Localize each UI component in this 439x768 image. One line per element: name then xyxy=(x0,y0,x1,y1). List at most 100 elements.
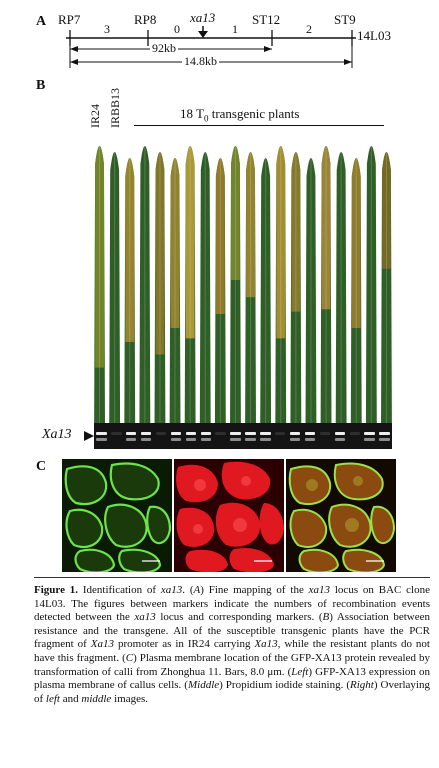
gel-band xyxy=(111,432,122,435)
panel-b-letter: B xyxy=(36,78,46,93)
recomb-count-1: 3 xyxy=(104,22,110,36)
marker-xa13: xa13 xyxy=(190,10,216,25)
marker-rp7: RP7 xyxy=(58,12,81,27)
recomb-count-2: 0 xyxy=(174,22,180,36)
gel-band xyxy=(230,432,241,435)
marker-rp8: RP8 xyxy=(134,12,157,27)
caption-text: images. xyxy=(111,692,148,705)
gel-band xyxy=(289,432,301,435)
pcr-gel xyxy=(94,423,392,449)
gel-band xyxy=(96,432,107,435)
caption-gene: xa13 xyxy=(160,584,183,596)
caption-gene: xa13 xyxy=(134,611,156,624)
gel-label-xa13: Xa13 xyxy=(42,427,72,443)
recomb-count-4: 2 xyxy=(306,22,312,36)
leaf-blade xyxy=(199,150,211,426)
gel-band-lower xyxy=(304,438,316,441)
gel-band xyxy=(245,432,256,435)
gel-band-lower xyxy=(140,438,152,441)
micrograph-overlay-right xyxy=(286,459,396,572)
gel-band xyxy=(215,432,226,435)
caption-panel-ref: C xyxy=(125,651,134,664)
leaf-blade xyxy=(94,144,105,426)
caption-panel-ref: left xyxy=(45,692,60,705)
transgenic-label-post: transgenic plants xyxy=(208,106,300,121)
distance-92kb: 92kb xyxy=(150,41,178,56)
gel-label-text: Xa13 xyxy=(42,427,72,442)
gel-band-lower xyxy=(379,438,390,441)
leaf-blade xyxy=(230,144,241,426)
leaf-blade xyxy=(290,150,302,426)
gel-band-lower xyxy=(96,438,107,441)
caption-panel-ref: A xyxy=(193,584,201,596)
leaf-blade xyxy=(184,144,196,426)
caption-text: ) Overlaying of xyxy=(34,679,430,705)
leaf-blade xyxy=(139,144,151,426)
caption-figure-label: Figure 1. xyxy=(34,584,79,596)
caption-panel-ref: B xyxy=(322,611,330,624)
fine-map-diagram xyxy=(66,26,356,68)
leaf-blade xyxy=(109,150,121,426)
gel-band xyxy=(304,432,316,435)
transgenic-group-label: 18 T0 transgenic plants xyxy=(180,106,299,124)
transgenic-label-pre: 18 T xyxy=(180,106,204,121)
caption-text: , while the resistant plants do not have… xyxy=(34,638,430,664)
caption-panel-ref: Middle xyxy=(187,679,220,692)
gel-band xyxy=(319,432,331,435)
gel-band xyxy=(379,432,390,435)
control-ir24-label: IR24 xyxy=(88,104,102,128)
leaf-blade xyxy=(245,150,256,426)
caption-text: locus and corresponding markers. ( xyxy=(155,611,323,624)
caption-text: and xyxy=(59,692,82,705)
caption-text: ) Plasma membrane location of the GFP-XA… xyxy=(34,651,430,678)
leaf-blade xyxy=(335,150,347,426)
micrograph-gfp-left xyxy=(62,459,172,572)
caption-panel-ref: Left xyxy=(291,665,309,678)
gel-band xyxy=(275,432,286,435)
gel-band xyxy=(170,432,182,435)
recomb-count-3: 1 xyxy=(232,22,238,36)
gel-arrow xyxy=(84,431,94,441)
marker-14l03: 14L03 xyxy=(357,28,391,43)
micrograph-pi-middle xyxy=(174,459,284,572)
gel-band xyxy=(155,432,167,435)
leaf-blade xyxy=(365,144,377,426)
caption-gene: Xa13 xyxy=(254,638,278,651)
leaf-blade xyxy=(154,150,166,426)
caption-text: ) Propidium iodide staining. ( xyxy=(219,679,350,692)
caption-gene: Xa13 xyxy=(90,638,115,651)
gel-band xyxy=(334,432,346,435)
gel-band-lower xyxy=(260,438,271,441)
caption-text: ) GFP-XA13 expression on plasma membrane… xyxy=(34,665,430,692)
leaf-blade xyxy=(305,156,317,426)
leaf-blade xyxy=(260,156,272,426)
leaf-blade xyxy=(350,156,362,426)
figure-caption: Figure 1. Identification of xa13. (A) Fi… xyxy=(34,577,430,706)
gel-band-lower xyxy=(245,438,256,441)
gel-band xyxy=(185,432,197,435)
gel-band xyxy=(364,432,375,435)
gel-band-lower xyxy=(289,438,301,441)
gel-band xyxy=(349,432,360,435)
leaf-blade xyxy=(169,156,181,426)
caption-text: promoter as in IR24 carrying xyxy=(114,638,255,651)
leaf-blade xyxy=(275,144,287,426)
gel-band-lower xyxy=(200,438,211,441)
caption-text: Identification of xyxy=(78,584,161,596)
caption-text: locus on BAC clone 14L03. The figures be… xyxy=(34,584,430,624)
gel-band-lower xyxy=(185,438,197,441)
gel-band-lower xyxy=(230,438,241,441)
gel-band xyxy=(140,432,152,435)
leaf-blade xyxy=(381,150,392,426)
gel-band-lower xyxy=(126,438,137,441)
leaf-blade xyxy=(124,156,136,426)
gel-band-lower xyxy=(170,438,182,441)
gel-band xyxy=(200,432,211,435)
transgenic-label-sub: 0 xyxy=(203,113,209,124)
leaf-blade xyxy=(214,156,226,426)
caption-text: ) Association between resistance and the… xyxy=(34,611,430,651)
leaf-panel xyxy=(94,144,392,426)
leaf-blade xyxy=(320,144,332,426)
distance-14-8kb: 14.8kb xyxy=(182,54,219,69)
panel-a-letter: A xyxy=(36,14,47,29)
